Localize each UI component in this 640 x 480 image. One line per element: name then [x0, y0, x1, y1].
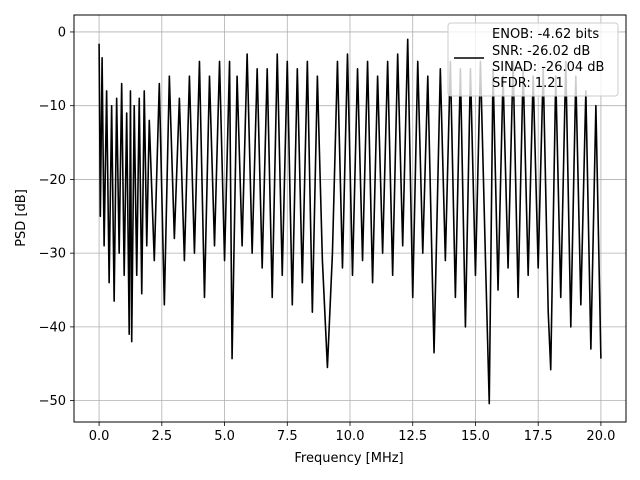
x-tick-label: 12.5 [398, 429, 427, 444]
legend-text-snr: SNR: -26.02 dB [492, 44, 590, 59]
y-tick-label: −50 [39, 394, 66, 409]
y-tick-label: −30 [39, 247, 66, 262]
x-tick-label: 2.5 [151, 429, 172, 444]
x-tick-label: 17.5 [524, 429, 553, 444]
x-tick-label: 15.0 [461, 429, 490, 444]
x-tick-label: 20.0 [586, 429, 615, 444]
x-tick-label: 7.5 [277, 429, 298, 444]
series-layer [98, 38, 602, 405]
x-tick-label: 10.0 [336, 429, 365, 444]
legend-text-sinad: SINAD: -26.04 dB [492, 60, 604, 75]
x-axis-label: Frequency [MHz] [294, 451, 403, 466]
y-tick-label: 0 [58, 25, 66, 40]
y-tick-label: −10 [39, 99, 66, 114]
legend-text-sfdr: SFDR: 1.21 [492, 76, 564, 91]
legend-text-enob: ENOB: -4.62 bits [492, 27, 599, 42]
x-tick-label: 0.0 [89, 429, 110, 444]
psd-series-line [98, 38, 602, 405]
y-axis-ticks: 0 −10 −20 −30 −40 −50 [39, 25, 74, 409]
y-tick-label: −40 [39, 320, 66, 335]
x-axis-ticks: 0.0 2.5 5.0 7.5 10.0 12.5 15.0 17.5 20.0 [89, 422, 615, 444]
y-axis-label: PSD [dB] [14, 189, 29, 247]
y-tick-label: −20 [39, 173, 66, 188]
legend-box [447, 22, 619, 97]
legend: ENOB: -4.62 bits SNR: -26.02 dB SINAD: -… [447, 22, 619, 97]
x-tick-label: 5.0 [214, 429, 235, 444]
